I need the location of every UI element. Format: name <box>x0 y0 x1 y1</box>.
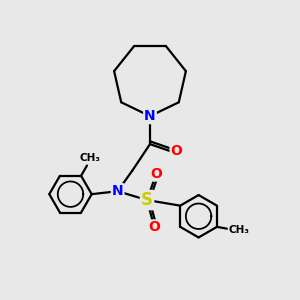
Text: O: O <box>150 167 162 181</box>
Text: O: O <box>148 220 160 234</box>
Text: N: N <box>144 109 156 123</box>
Text: O: O <box>171 145 182 158</box>
Text: N: N <box>112 184 123 198</box>
Text: CH₃: CH₃ <box>80 153 100 163</box>
Text: S: S <box>141 191 153 209</box>
Text: CH₃: CH₃ <box>229 225 250 235</box>
